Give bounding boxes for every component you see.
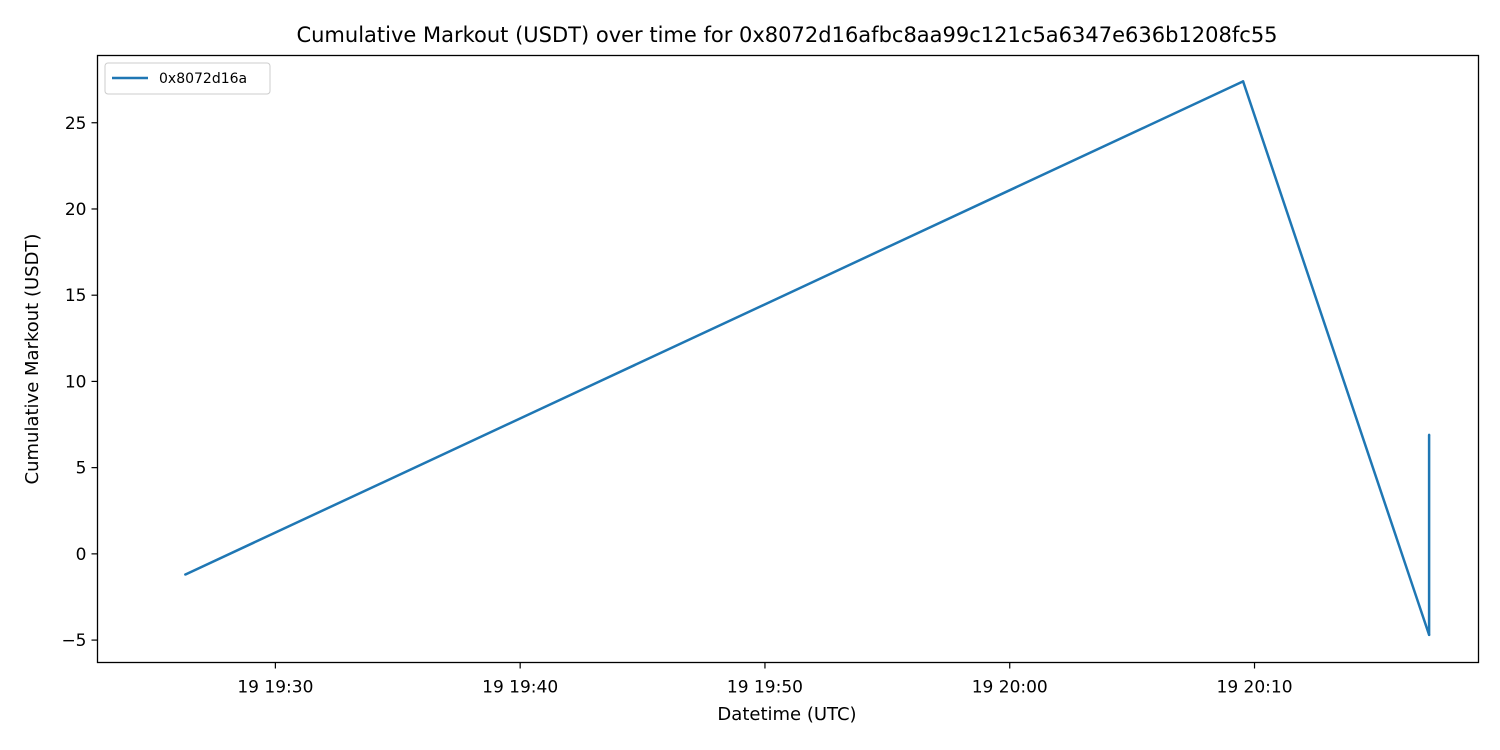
y-tick-label: 10 <box>65 372 87 392</box>
series-layer <box>184 80 1431 637</box>
x-tick-label: 19 19:30 <box>237 678 313 698</box>
legend-label: 0x8072d16a <box>159 71 247 87</box>
chart-title: Cumulative Markout (USDT) over time for … <box>296 23 1277 47</box>
y-tick-label: −5 <box>61 631 86 651</box>
y-axis-ticks: −5 0 5 10 15 20 25 <box>61 114 98 651</box>
plot-area-frame <box>96 54 1480 664</box>
y-axis-label: Cumulative Markout (USDT) <box>22 234 43 485</box>
x-axis-label: Datetime (UTC) <box>717 704 856 725</box>
data-point-2 <box>1427 633 1431 637</box>
y-tick-label: 15 <box>65 286 87 306</box>
data-point-1 <box>1241 80 1245 83</box>
legend: 0x8072d16a <box>104 62 271 95</box>
data-point-3 <box>1427 433 1431 437</box>
y-tick-label: 20 <box>65 200 87 220</box>
x-tick-label: 19 19:40 <box>482 678 558 698</box>
data-point-0 <box>184 573 187 576</box>
y-tick-label: 0 <box>76 545 87 565</box>
x-axis-ticks: 19 19:30 19 19:40 19 19:50 19 20:00 19 20:10 <box>237 662 1293 698</box>
y-tick-label: 25 <box>65 114 87 134</box>
y-tick-label: 5 <box>76 459 87 479</box>
legend-frame <box>104 62 271 95</box>
x-tick-label: 19 20:10 <box>1217 678 1293 698</box>
x-tick-label: 19 19:50 <box>727 678 803 698</box>
x-tick-label: 19 20:00 <box>972 678 1048 698</box>
series-line-0 <box>184 80 1431 637</box>
